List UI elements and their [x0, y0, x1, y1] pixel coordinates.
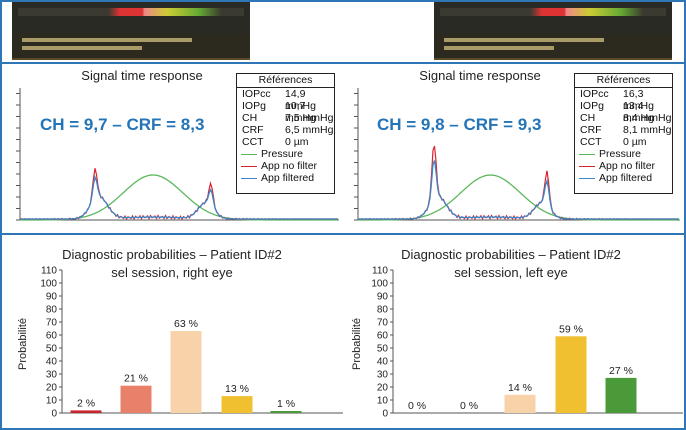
legend-no-filter: App no filter	[237, 160, 334, 172]
bar-label: 14 %	[508, 382, 532, 394]
bar	[270, 411, 302, 413]
ref-row: CCT 0 µm	[580, 136, 647, 148]
bar-label: 13 %	[225, 383, 249, 395]
bar	[555, 336, 587, 413]
legend-filtered: App filtered	[237, 172, 334, 184]
divider-middle	[2, 233, 684, 235]
y-tick-label: 40	[46, 357, 58, 368]
y-tick-label: 0	[382, 409, 388, 420]
ch-crf-values: CH = 9,7 – CRF = 8,3	[40, 115, 205, 134]
bar	[221, 396, 253, 413]
chart-title: Diagnostic probabilities – Patient ID#2	[401, 247, 621, 262]
bar-label: 27 %	[609, 365, 633, 377]
chart-subtitle: sel session, left eye	[454, 265, 567, 280]
divider-top	[2, 62, 684, 64]
ref-row: IOPcc 14,9 mmHg	[242, 88, 316, 112]
legend-pressure: Pressure	[575, 148, 672, 160]
references-box: Références IOPcc 14,9 mmHg IOPg 10,7 mmHg …	[236, 73, 335, 194]
app-filtered-curve	[20, 174, 338, 220]
bar	[70, 410, 102, 413]
signal-title: Signal time response	[81, 68, 203, 83]
signal-plot	[16, 88, 339, 221]
y-tick-label: 10	[377, 396, 389, 407]
color-band	[440, 8, 666, 16]
bar-label: 0 %	[408, 400, 426, 412]
bar	[120, 385, 152, 413]
bar-label: 63 %	[174, 318, 198, 330]
caption-strip	[12, 34, 250, 58]
y-tick-label: 30	[46, 370, 58, 381]
y-tick-label: 20	[46, 383, 58, 394]
ref-row: IOPg 13,4 mmHg	[580, 100, 654, 124]
y-axis-label: Probabilité	[351, 318, 363, 370]
references-title: Références	[575, 74, 672, 88]
y-tick-label: 70	[377, 318, 389, 329]
ref-row: CRF 6,5 mmHg	[242, 124, 334, 136]
y-tick-label: 110	[372, 266, 388, 277]
ref-row: CH 7,5 mmHg	[242, 112, 334, 124]
y-tick-label: 90	[46, 292, 58, 303]
diagnostic-bar-chart-right-eye: Diagnostic probabilities – Patient ID#2 …	[17, 247, 343, 420]
bar-label: 21 %	[124, 373, 148, 385]
right-signal-panel: Signal time response CH = 9,8 – CRF = 9,…	[343, 64, 684, 232]
bar	[605, 377, 637, 413]
app-filtered-curve	[358, 160, 679, 220]
ref-row: IOPcc 16,3 mmHg	[580, 88, 654, 112]
diagnostic-bar-chart-left-eye: Diagnostic probabilities – Patient ID#2 …	[351, 247, 683, 420]
bar-label: 2 %	[77, 397, 95, 409]
chart-title: Diagnostic probabilities – Patient ID#2	[62, 247, 282, 262]
y-tick-label: 20	[377, 383, 389, 394]
signal-title: Signal time response	[419, 68, 541, 83]
color-band	[18, 8, 244, 16]
top-left-screenshot	[12, 2, 250, 60]
caption-strip	[434, 34, 672, 58]
legend-pressure: Pressure	[237, 148, 334, 160]
y-tick-label: 80	[46, 305, 58, 316]
top-right-screenshot	[434, 2, 672, 60]
references-box: Références IOPcc 16,3 mmHg IOPg 13,4 mmHg …	[574, 73, 673, 194]
y-tick-label: 40	[377, 357, 389, 368]
y-tick-label: 0	[51, 409, 57, 420]
y-axis-label: Probabilité	[17, 318, 29, 370]
left-signal-panel: Signal time response CH = 9,7 – CRF = 8,…	[2, 64, 343, 232]
y-tick-label: 80	[377, 305, 389, 316]
references-title: Références	[237, 74, 334, 88]
y-tick-label: 110	[41, 266, 57, 277]
bar-label: 1 %	[277, 398, 295, 410]
bar-label: 0 %	[460, 400, 478, 412]
bar	[504, 394, 536, 413]
y-tick-label: 100	[40, 279, 57, 290]
y-tick-label: 30	[377, 370, 389, 381]
ref-row: CRF 8,1 mmHg	[580, 124, 672, 136]
legend-no-filter: App no filter	[575, 160, 672, 172]
signal-plot	[354, 88, 680, 221]
legend-filtered: App filtered	[575, 172, 672, 184]
y-tick-label: 50	[377, 344, 389, 355]
y-tick-label: 10	[46, 396, 58, 407]
ref-row: IOPg 10,7 mmHg	[242, 100, 316, 124]
chart-subtitle: sel session, right eye	[111, 265, 232, 280]
ref-row: CH 8,4 mmHg	[580, 112, 672, 124]
bar-label: 59 %	[559, 323, 583, 335]
bar	[170, 331, 202, 413]
y-tick-label: 70	[46, 318, 58, 329]
y-tick-label: 90	[377, 292, 389, 303]
ref-row: CCT 0 µm	[242, 136, 309, 148]
ch-crf-values: CH = 9,8 – CRF = 9,3	[377, 115, 542, 134]
y-tick-label: 60	[377, 331, 389, 342]
y-tick-label: 60	[46, 331, 58, 342]
y-tick-label: 50	[46, 344, 58, 355]
y-tick-label: 100	[371, 279, 388, 290]
